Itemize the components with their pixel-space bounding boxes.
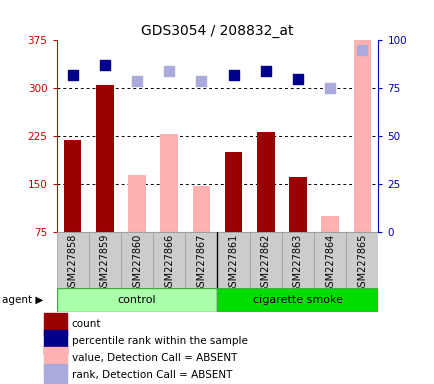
Bar bbox=[56, 288, 217, 312]
Point bbox=[133, 78, 140, 84]
Text: GSM227862: GSM227862 bbox=[260, 234, 270, 293]
Text: GSM227866: GSM227866 bbox=[164, 234, 174, 293]
Text: GSM227859: GSM227859 bbox=[100, 234, 109, 293]
Bar bbox=[56, 232, 89, 288]
Point bbox=[230, 72, 237, 78]
Bar bbox=[43, 347, 67, 371]
Bar bbox=[43, 313, 67, 336]
Point bbox=[294, 76, 301, 82]
Text: GSM227860: GSM227860 bbox=[132, 234, 141, 293]
Text: agent ▶: agent ▶ bbox=[2, 295, 43, 305]
Bar bbox=[121, 232, 153, 288]
Bar bbox=[217, 288, 378, 312]
Bar bbox=[256, 132, 274, 232]
Bar bbox=[224, 152, 242, 232]
Point bbox=[165, 68, 172, 74]
Point bbox=[197, 78, 204, 84]
Bar bbox=[153, 232, 185, 288]
Text: cigarette smoke: cigarette smoke bbox=[253, 295, 342, 305]
Bar bbox=[289, 177, 306, 232]
Bar bbox=[313, 232, 345, 288]
Text: rank, Detection Call = ABSENT: rank, Detection Call = ABSENT bbox=[72, 371, 232, 381]
Bar bbox=[185, 232, 217, 288]
Bar bbox=[89, 232, 121, 288]
Bar bbox=[249, 232, 281, 288]
Text: GSM227858: GSM227858 bbox=[68, 234, 77, 293]
Bar bbox=[128, 175, 145, 232]
Text: value, Detection Call = ABSENT: value, Detection Call = ABSENT bbox=[72, 353, 237, 363]
Bar bbox=[281, 232, 313, 288]
Bar bbox=[353, 40, 370, 232]
Point bbox=[262, 68, 269, 74]
Bar bbox=[217, 232, 249, 288]
Text: GSM227864: GSM227864 bbox=[325, 234, 334, 293]
Text: count: count bbox=[72, 319, 101, 329]
Point bbox=[326, 85, 333, 91]
Text: GSM227861: GSM227861 bbox=[228, 234, 238, 293]
Text: GSM227865: GSM227865 bbox=[357, 234, 366, 293]
Point bbox=[101, 62, 108, 68]
Bar bbox=[43, 329, 67, 354]
Text: control: control bbox=[118, 295, 156, 305]
Bar bbox=[43, 364, 67, 384]
Bar bbox=[345, 232, 378, 288]
Bar bbox=[321, 216, 338, 232]
Bar bbox=[160, 134, 178, 232]
Point bbox=[358, 47, 365, 53]
Bar bbox=[192, 186, 210, 232]
Text: GSM227863: GSM227863 bbox=[293, 234, 302, 293]
Text: GSM227867: GSM227867 bbox=[196, 234, 206, 293]
Text: percentile rank within the sample: percentile rank within the sample bbox=[72, 336, 247, 346]
Point bbox=[69, 72, 76, 78]
Title: GDS3054 / 208832_at: GDS3054 / 208832_at bbox=[141, 24, 293, 38]
Bar bbox=[64, 139, 81, 232]
Bar bbox=[96, 85, 113, 232]
